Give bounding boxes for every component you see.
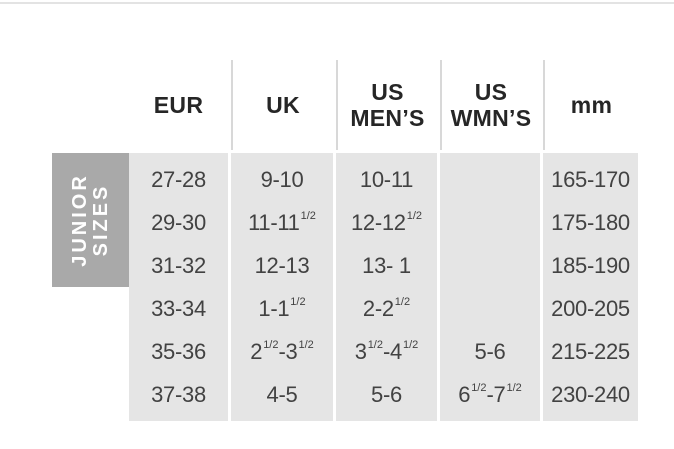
row-group-label-line-2: SIZES: [89, 183, 112, 257]
column-header-uk: UK: [231, 60, 333, 150]
size-cell: 230-240: [551, 381, 630, 407]
column-header-us-men-s: US MEN’S: [336, 60, 437, 150]
fraction-superscript: 1/2: [506, 381, 522, 394]
size-cell: 175-180: [551, 209, 630, 235]
table-column-eur: 27-28 29-30 31-32 33-34 35-36 37-38: [129, 153, 228, 421]
table-column-mm: 165-170 175-180 185-190 200-205 215-225 230-2…: [543, 153, 638, 421]
fraction-superscript: 1/2: [367, 338, 383, 351]
table-column-uk: 9-10 11-11 1/2 12-13 1-1 1/2 2 1/2 -3 1/2 4-5: [231, 153, 333, 421]
size-cell: 12-13: [254, 252, 310, 278]
row-group-column: JUNIOR SIZES: [52, 153, 129, 421]
size-cell: 3 1/2 -4 1/2: [354, 338, 419, 364]
size-cell: [440, 244, 540, 287]
table-body: JUNIOR SIZES 27-28 29-30 31-32 33-34 35-36 37…: [52, 153, 638, 421]
size-cell: [440, 158, 540, 201]
header-label-spacer: [52, 60, 129, 150]
size-cell: 35-36: [151, 338, 206, 364]
size-cell: 165-170: [551, 166, 630, 192]
row-group-label-junior-sizes: JUNIOR SIZES: [52, 153, 129, 287]
column-header-us-wmn-s: US WMN’S: [440, 60, 540, 150]
size-cell: 9-10: [260, 166, 304, 192]
column-header-eur: EUR: [153, 92, 204, 118]
fraction-superscript: 1/2: [402, 338, 419, 351]
top-divider: [0, 2, 674, 4]
size-cell: 4-5: [266, 381, 298, 407]
table-column-us-wmn-s: 5-6 6 1/2 -7 1/2: [440, 153, 540, 421]
size-cell: 215-225: [551, 338, 630, 364]
size-cell: [440, 287, 540, 330]
size-cell: 33-34: [151, 295, 206, 321]
fraction-superscript: 1/2: [471, 381, 487, 394]
fraction-superscript: 1/2: [298, 338, 314, 351]
size-cell: 37-38: [151, 381, 206, 407]
size-cell: 200-205: [551, 295, 630, 321]
size-cell: 185-190: [551, 252, 630, 278]
table-column-us-men-s: 10-11 12-12 1/2 13- 1 2-2 1/2 3 1/2 -4 1/2 5-6: [336, 153, 437, 421]
size-cell: 13- 1: [362, 252, 411, 278]
size-chart-table: EUR UK US MEN’S US WMN’S mm JUNIOR SIZES 27-…: [52, 60, 638, 421]
size-cell: 10-11: [359, 166, 414, 192]
size-cell: [440, 201, 540, 244]
size-cell: 2-2 1/2: [362, 295, 411, 321]
size-cell: 11-11 1/2: [248, 209, 316, 235]
size-cell: 5-6: [371, 381, 402, 407]
size-cell: 27-28: [151, 166, 206, 192]
size-cell: 29-30: [151, 209, 206, 235]
table-header-row: EUR UK US MEN’S US WMN’S mm: [52, 60, 638, 150]
row-group-label-line-1: JUNIOR: [68, 173, 91, 267]
fraction-superscript: 1/2: [300, 209, 316, 222]
size-cell: 5-6: [474, 338, 506, 364]
fraction-superscript: 1/2: [406, 209, 423, 222]
fraction-superscript: 1/2: [394, 295, 411, 308]
size-cell: 12-12 1/2: [350, 209, 423, 235]
size-cell: 31-32: [151, 252, 206, 278]
size-cell: 6 1/2 -7 1/2: [458, 381, 522, 407]
fraction-superscript: 1/2: [290, 295, 306, 308]
size-cell: 1-1 1/2: [258, 295, 306, 321]
row-group-label-text: JUNIOR SIZES: [68, 173, 112, 267]
size-cell: 2 1/2 -3 1/2: [250, 338, 314, 364]
fraction-superscript: 1/2: [263, 338, 279, 351]
column-header-mm: mm: [543, 60, 638, 150]
